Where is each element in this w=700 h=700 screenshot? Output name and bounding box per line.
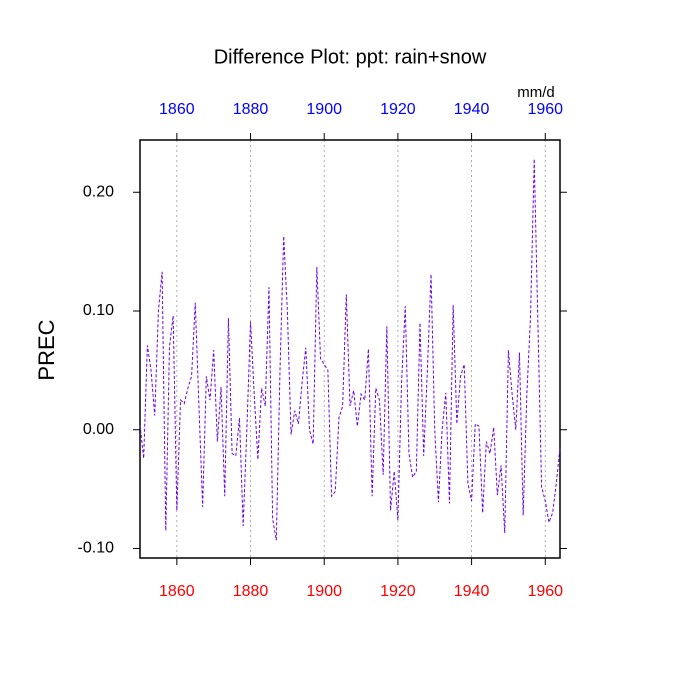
x-tick-label: 1940 bbox=[454, 583, 490, 600]
x-tick-label: 1920 bbox=[380, 583, 416, 600]
x2-tick-label: 1960 bbox=[527, 101, 563, 118]
x-tick-label: 1960 bbox=[527, 583, 563, 600]
y-tick-label: 0.10 bbox=[83, 302, 114, 319]
x-tick-label: 1860 bbox=[159, 583, 195, 600]
x2-tick-label: 1880 bbox=[233, 101, 269, 118]
x2-tick-label: 1940 bbox=[454, 101, 490, 118]
y-tick-label: 0.00 bbox=[83, 421, 114, 438]
units-label: mm/d bbox=[517, 84, 555, 101]
y-tick-label: 0.20 bbox=[83, 183, 114, 200]
x2-tick-label: 1860 bbox=[159, 101, 195, 118]
data-line bbox=[139, 158, 561, 541]
x-tick-label: 1900 bbox=[306, 583, 342, 600]
x2-tick-label: 1920 bbox=[380, 101, 416, 118]
y-axis-label: PREC bbox=[34, 319, 59, 380]
chart-title: Difference Plot: ppt: rain+snow bbox=[214, 46, 487, 68]
x2-tick-label: 1900 bbox=[306, 101, 342, 118]
plot-frame bbox=[139, 139, 561, 559]
x-tick-label: 1880 bbox=[233, 583, 269, 600]
y-tick-label: -0.10 bbox=[78, 540, 115, 557]
